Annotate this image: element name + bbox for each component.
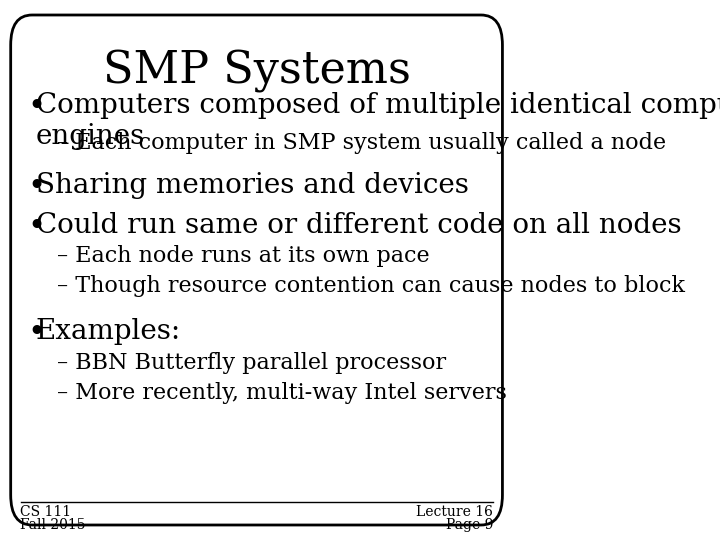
Text: SMP Systems: SMP Systems: [103, 50, 410, 93]
Text: •: •: [27, 318, 45, 349]
Text: Lecture 16: Lecture 16: [416, 505, 493, 519]
Text: – Though resource contention can cause nodes to block: – Though resource contention can cause n…: [57, 275, 685, 297]
Text: Page 9: Page 9: [446, 518, 493, 532]
Text: Computers composed of multiple identical compute
engines: Computers composed of multiple identical…: [35, 92, 720, 150]
Text: Fall 2015: Fall 2015: [20, 518, 86, 532]
Text: •: •: [27, 212, 45, 243]
Text: •: •: [27, 172, 45, 203]
Text: Sharing memories and devices: Sharing memories and devices: [35, 172, 469, 199]
Text: Could run same or different code on all nodes: Could run same or different code on all …: [35, 212, 681, 239]
Text: – Each node runs at its own pace: – Each node runs at its own pace: [57, 245, 430, 267]
Text: •: •: [27, 92, 45, 123]
Text: – More recently, multi-way Intel servers: – More recently, multi-way Intel servers: [57, 382, 507, 404]
Text: Examples:: Examples:: [35, 318, 181, 345]
Text: CS 111: CS 111: [20, 505, 71, 519]
FancyBboxPatch shape: [11, 15, 503, 525]
Text: – Each computer in SMP system usually called a node: – Each computer in SMP system usually ca…: [57, 132, 666, 154]
Text: – BBN Butterfly parallel processor: – BBN Butterfly parallel processor: [57, 352, 446, 374]
